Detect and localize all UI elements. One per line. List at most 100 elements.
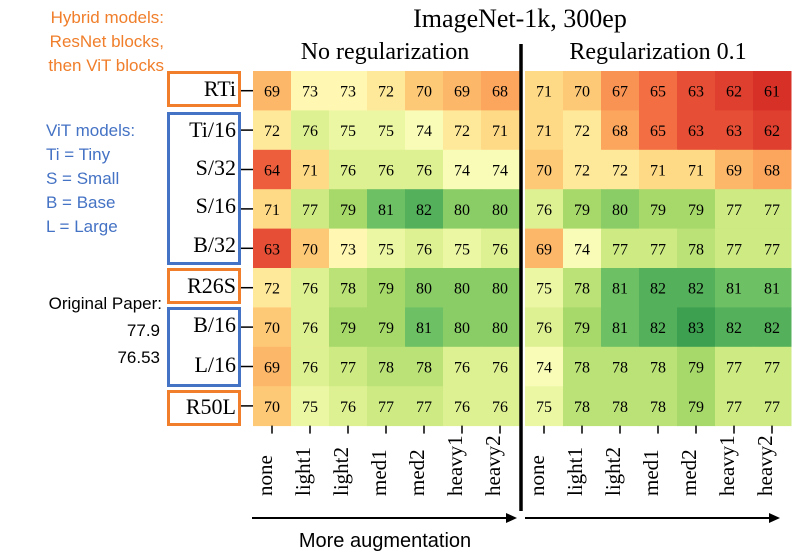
heatmap-cell: [481, 189, 520, 230]
heatmap-cell: [367, 71, 406, 111]
heatmap-cell: [481, 149, 520, 190]
cell-value: 78: [612, 399, 628, 416]
heatmap-cell: [291, 110, 330, 151]
heatmap-cell: [443, 189, 482, 230]
heatmap-cell: [563, 386, 602, 427]
heatmap-cell: [601, 149, 640, 190]
heatmap-cell: [677, 71, 716, 111]
heatmap-cell: [329, 110, 368, 151]
column-label: light1: [291, 446, 315, 496]
cell-value: 78: [650, 399, 666, 416]
heatmap-cell: [291, 189, 330, 230]
hybrid-models-note: Hybrid models: ResNet blocks, then ViT b…: [48, 8, 164, 75]
heatmap-cell: [563, 149, 602, 190]
heatmap-cell: [405, 268, 444, 308]
heatmap-cell: [253, 228, 292, 269]
heatmap-cell: [405, 386, 444, 427]
cell-value: 68: [612, 123, 628, 140]
heatmap-cell: [525, 268, 564, 308]
group-header-regularization: Regularization 0.1: [569, 39, 747, 65]
heatmap-cell: [329, 268, 368, 308]
cell-value: 62: [764, 123, 780, 140]
heatmap-cell: [443, 149, 482, 190]
cell-value: 61: [764, 84, 780, 101]
heatmap-cell: [715, 189, 754, 230]
heatmap-cell: [481, 307, 520, 348]
cell-value: 79: [574, 320, 590, 337]
cell-value: 78: [340, 281, 356, 298]
cell-value: 77: [340, 360, 356, 377]
cell-value: 78: [688, 241, 704, 258]
column-label: med1: [639, 449, 663, 496]
cell-value: 65: [650, 84, 666, 101]
heatmap-cell: [443, 307, 482, 348]
cell-value: 78: [574, 399, 590, 416]
cell-value: 72: [574, 163, 590, 180]
heatmap-cell: [563, 110, 602, 151]
heatmap-cell: [291, 307, 330, 348]
cell-value: 77: [764, 360, 780, 377]
original-paper-value: 76.53: [117, 348, 160, 367]
cell-value: 63: [726, 123, 742, 140]
cell-value: 70: [302, 241, 318, 258]
cell-value: 77: [764, 399, 780, 416]
cell-value: 80: [492, 281, 508, 298]
heatmap-cell: [677, 268, 716, 308]
cell-value: 77: [612, 241, 628, 258]
cell-value: 77: [726, 360, 742, 377]
heatmap-cell: [253, 189, 292, 230]
chart-title: ImageNet-1k, 300ep: [413, 4, 627, 33]
heatmap-cell: [715, 346, 754, 387]
heatmap-cell: [405, 307, 444, 348]
hybrid-box-r26s: [167, 268, 241, 304]
heatmap-cell: [291, 386, 330, 427]
cell-value: 77: [726, 241, 742, 258]
cell-value: 76: [492, 399, 508, 416]
heatmap-cell: [753, 346, 792, 387]
heatmap-cell: [753, 189, 792, 230]
cell-value: 75: [378, 241, 394, 258]
heatmap-cell: [677, 228, 716, 269]
cell-value: 79: [574, 202, 590, 219]
heatmap-cell: [291, 346, 330, 387]
cell-value: 71: [492, 123, 508, 140]
column-label: light2: [329, 446, 353, 496]
heatmap-cell: [563, 189, 602, 230]
cell-value: 74: [574, 241, 590, 258]
cell-value: 78: [416, 360, 432, 377]
heatmap-cell: [525, 110, 564, 151]
cell-value: 82: [688, 281, 704, 298]
cell-value: 76: [302, 123, 318, 140]
cell-value: 79: [378, 320, 394, 337]
heatmap-cell: [443, 110, 482, 151]
heatmap-cell: [639, 228, 678, 269]
row-label: R26S: [187, 273, 236, 298]
cell-value: 73: [340, 84, 356, 101]
heatmap-cell: [329, 307, 368, 348]
heatmap-cell: [253, 386, 292, 427]
cell-value: 78: [612, 360, 628, 377]
x-axis-label: More augmentation: [298, 530, 472, 552]
heatmap-cell: [601, 386, 640, 427]
heatmap-cell: [481, 110, 520, 151]
heatmap-cell: [525, 71, 564, 111]
row-label: Ti/16: [189, 117, 236, 142]
cell-value: 79: [688, 399, 704, 416]
cell-value: 73: [302, 84, 318, 101]
heatmap-cell: [481, 346, 520, 387]
cell-value: 76: [454, 360, 470, 377]
row-label: R50L: [185, 394, 236, 419]
heatmap-cell: [753, 268, 792, 308]
heatmap-cell: [481, 386, 520, 427]
heatmap-cell: [291, 228, 330, 269]
heatmap-cell: [525, 386, 564, 427]
cell-value: 69: [536, 241, 552, 258]
cell-value: 70: [536, 163, 552, 180]
heatmap-cell: [753, 386, 792, 427]
column-label: none: [525, 455, 549, 496]
heatmap-cell: [563, 268, 602, 308]
heatmap-cell: [677, 149, 716, 190]
cell-value: 71: [688, 163, 704, 180]
heatmap-cell: [525, 307, 564, 348]
